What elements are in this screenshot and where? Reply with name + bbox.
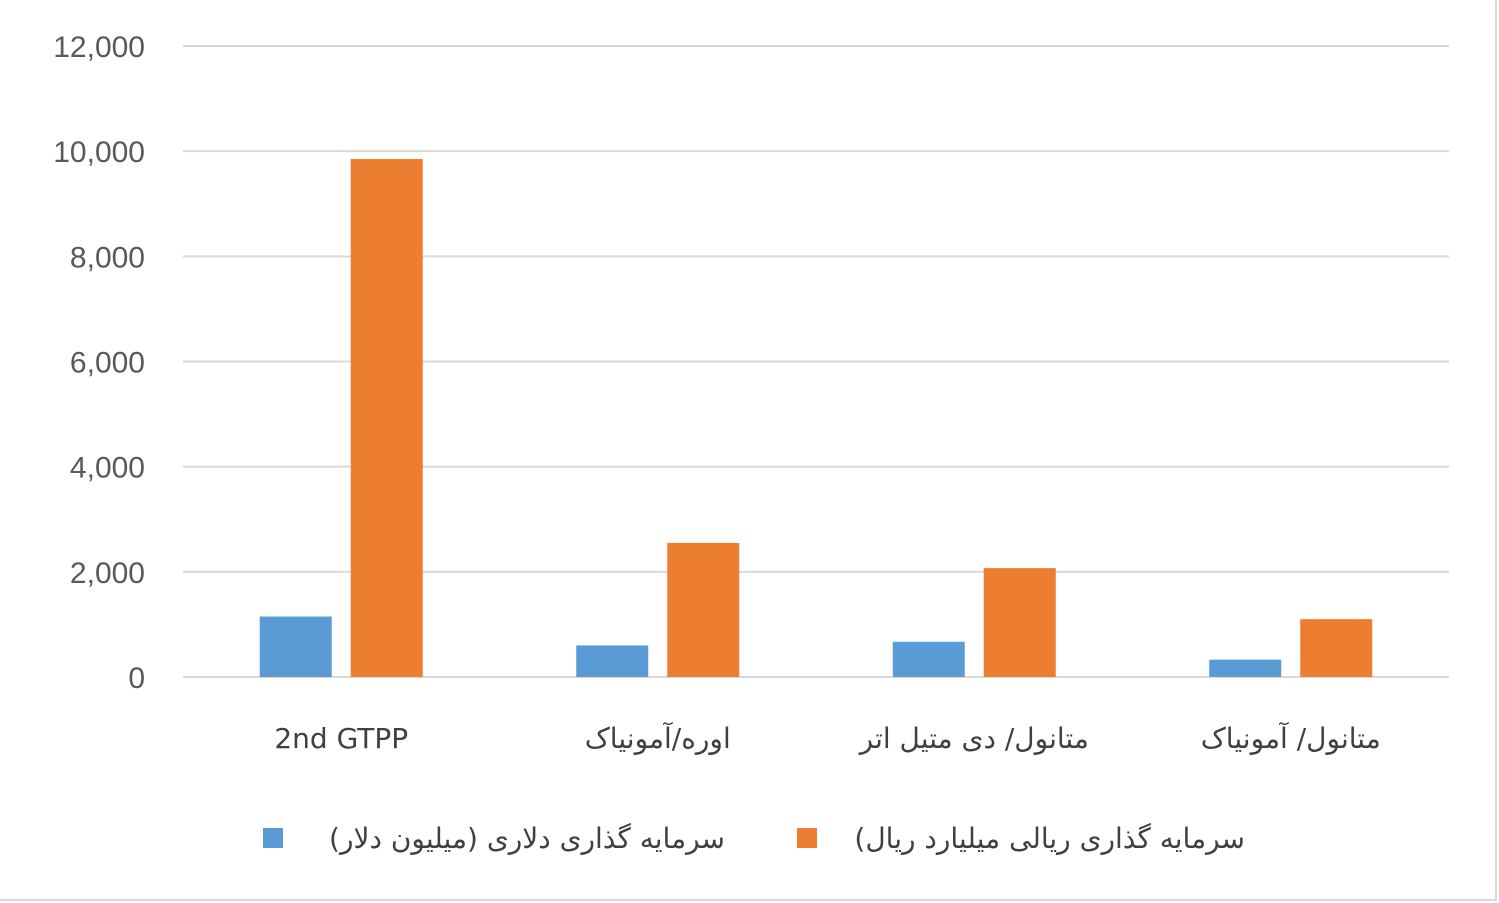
- legend-label: سرمایه گذاری ریالی میلیارد ریال): [854, 822, 1245, 855]
- bar-series-0-cat-0: [259, 616, 332, 677]
- bar-series-0-cat-2: [892, 641, 965, 677]
- x-category-label: 2nd GTPP: [274, 722, 408, 755]
- y-tick-label: 12,000: [53, 31, 145, 64]
- y-tick-label: 10,000: [53, 136, 145, 169]
- x-category-label: اوره/آمونیاک: [585, 722, 731, 755]
- bar-series-0-cat-3: [1209, 659, 1282, 677]
- legend-label: سرمایه گذاری دلاری (میلیون دلار): [329, 822, 725, 855]
- y-tick-label: 4,000: [70, 452, 145, 485]
- bar-series-1-cat-2: [983, 568, 1056, 677]
- x-axis-labels: 2nd GTPP اوره/آمونیاک متانول/ دی متیل اتر م…: [274, 722, 1380, 755]
- legend: سرمایه گذاری دلاری (میلیون دلار) سرمایه گ…: [263, 822, 1245, 855]
- bar-series-1-cat-1: [667, 542, 740, 677]
- legend-swatch: [263, 828, 283, 848]
- y-tick-label: 8,000: [70, 241, 145, 274]
- x-category-label: متانول/ آمونیاک: [1201, 722, 1381, 755]
- y-tick-label: 2,000: [70, 557, 145, 590]
- y-tick-label: 6,000: [70, 347, 145, 380]
- x-category-label: متانول/ دی متیل اتر: [858, 722, 1089, 755]
- y-tick-label: 0: [128, 662, 145, 695]
- bars: [259, 159, 1373, 677]
- bar-series-1-cat-3: [1300, 619, 1373, 677]
- legend-swatch: [797, 828, 817, 848]
- bar-series-0-cat-1: [576, 645, 649, 677]
- y-axis-ticks: 0 2,000 4,000 6,000 8,000 10,000 12,000: [53, 31, 145, 695]
- bar-series-1-cat-0: [350, 159, 423, 677]
